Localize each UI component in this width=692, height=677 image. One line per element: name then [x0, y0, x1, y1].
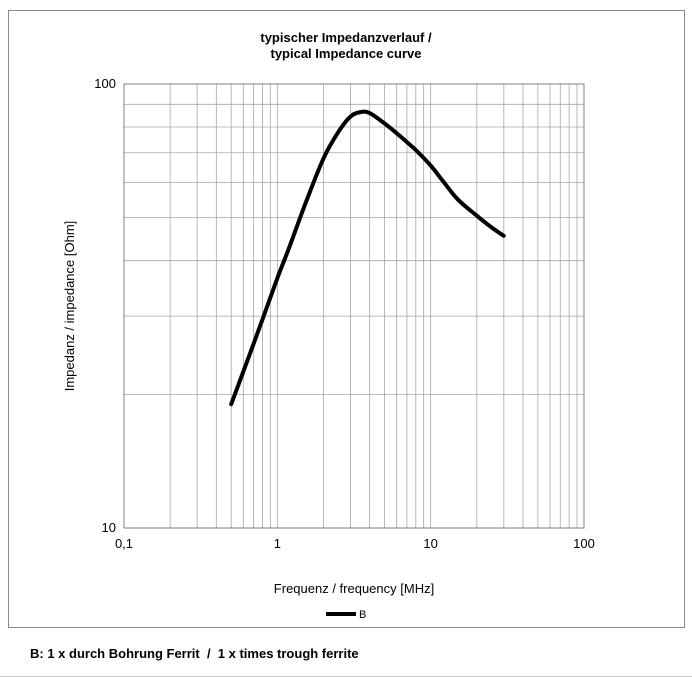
y-tick-label: 10: [102, 520, 116, 535]
legend: B: [326, 609, 366, 621]
plot-area-border: [123, 83, 585, 529]
chart-frame: [8, 10, 685, 628]
series-line-b: [229, 109, 506, 407]
chart-title-line-2: typical Impedance curve: [270, 46, 422, 61]
y-axis-label: Impedanz / impedance [Ohm]: [62, 221, 77, 392]
x-tick-label: 1: [274, 536, 281, 551]
footnote: B: 1 x durch Bohrung Ferrit / 1 x times …: [30, 646, 359, 661]
chart-title-line-1: typischer Impedanzverlauf /: [260, 30, 432, 45]
series-layer: [229, 109, 506, 407]
x-tick-label: 10: [423, 536, 437, 551]
tick-labels: 0,1 1 10 100 10 100: [94, 76, 595, 551]
x-tick-label: 0,1: [115, 536, 133, 551]
x-axis-label: Frequenz / frequency [MHz]: [274, 581, 434, 596]
x-tick-label: 100: [573, 536, 595, 551]
y-tick-label: 100: [94, 76, 116, 91]
legend-label-b: B: [359, 609, 366, 621]
grid: [124, 84, 584, 528]
